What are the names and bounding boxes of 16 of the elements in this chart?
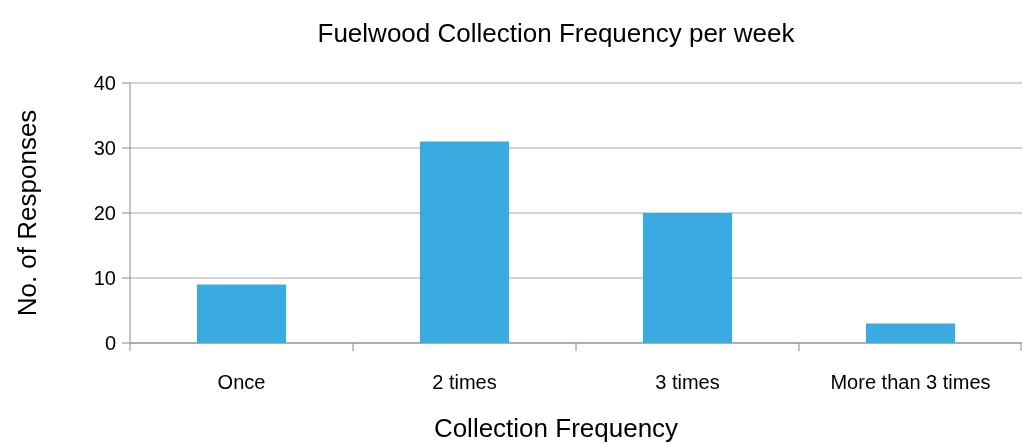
y-tick-label: 20 [93, 202, 116, 224]
y-tick-label: 30 [93, 137, 116, 159]
bar [196, 284, 287, 343]
x-axis-title: Collection Frequency [433, 413, 679, 443]
x-tick-label: Once [217, 371, 266, 393]
chart-title: Fuelwood Collection Frequency per week [317, 18, 796, 48]
x-tick-label: More than 3 times [830, 371, 991, 393]
y-tick-label: 40 [93, 72, 116, 94]
bar [865, 323, 956, 343]
y-tick-label: 10 [93, 267, 116, 289]
y-tick-label: 0 [104, 332, 116, 354]
bar [419, 141, 510, 343]
x-tick-label: 2 times [432, 371, 497, 393]
x-tick-label: 3 times [655, 371, 720, 393]
bar [642, 213, 733, 343]
y-axis-title: No. of Responses [12, 109, 42, 317]
